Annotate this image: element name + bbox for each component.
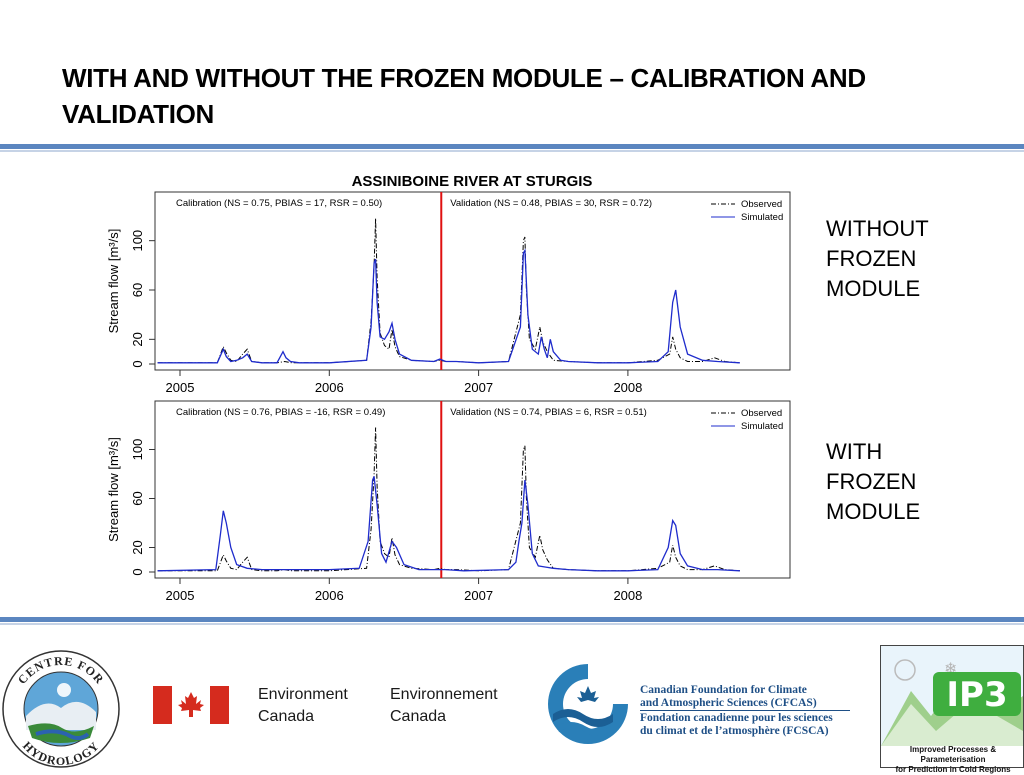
legend-observed-label: Observed xyxy=(741,408,782,419)
validation-stats: Validation (NS = 0.74, PBIAS = 6, RSR = … xyxy=(450,407,647,418)
environment-canada-fr: Environnement Canada xyxy=(390,686,498,725)
cfcas-divider xyxy=(640,710,850,711)
x-tick-label: 2005 xyxy=(166,588,195,603)
x-tick-label: 2008 xyxy=(613,588,642,603)
ip3-caption: Improved Processes & Parameterisation fo… xyxy=(895,745,1011,774)
canada-flag-icon xyxy=(153,686,229,724)
x-tick-label: 2008 xyxy=(613,380,642,395)
y-axis-label: Stream flow [m³/s] xyxy=(106,437,121,542)
header-divider xyxy=(0,144,1024,149)
x-tick-label: 2006 xyxy=(315,588,344,603)
label-with-frozen-module: WITH FROZEN MODULE xyxy=(826,439,921,524)
series-line-observed xyxy=(157,218,740,364)
calibration-stats: Calibration (NS = 0.76, PBIAS = -16, RSR… xyxy=(176,407,385,418)
y-axis-label: Stream flow [m³/s] xyxy=(106,229,121,334)
ip3-logo: ❄ IP3 xyxy=(880,645,1024,768)
streamflow-figure: ASSINIBOINE RIVER AT STURGIS 0 20 60 100 Str… xyxy=(106,173,791,603)
environment-canada-en: Environment Canada xyxy=(258,686,348,725)
legend-observed-label: Observed xyxy=(741,199,782,210)
chart-panel-without-frozen: 0 20 60 100 Stream flow [m³/s] 2005 2006 2007 20… xyxy=(106,191,791,395)
x-tick-label: 2007 xyxy=(464,380,493,395)
ip3-logo-graphic: ❄ IP3 xyxy=(881,646,1023,746)
y-tick-label: 100 xyxy=(130,230,145,252)
header-divider-light xyxy=(0,150,1024,152)
calibration-stats: Calibration (NS = 0.75, PBIAS = 17, RSR … xyxy=(176,198,382,209)
y-tick-label: 60 xyxy=(130,283,145,297)
series-line-observed xyxy=(157,427,740,572)
y-tick-label: 0 xyxy=(130,360,145,367)
chart-panel-with-frozen: 0 20 60 100 Stream flow [m³/s] 2005 2006 2007 20… xyxy=(106,400,791,603)
x-tick-label: 2006 xyxy=(315,380,344,395)
legend-simulated-label: Simulated xyxy=(741,212,783,223)
cfcas-name-fr: Fondation canadienne pour les sciences d… xyxy=(640,712,833,737)
footer-divider xyxy=(0,617,1024,622)
y-tick-label: 0 xyxy=(130,568,145,575)
ip3-mark: IP3 xyxy=(946,675,1007,715)
series-line-simulated xyxy=(157,476,740,572)
cfcas-emblem-icon xyxy=(548,664,628,744)
x-tick-label: 2007 xyxy=(464,588,493,603)
validation-stats: Validation (NS = 0.48, PBIAS = 30, RSR =… xyxy=(450,198,652,209)
centre-for-hydrology-logo: CENTRE FOR HYDROLOGY xyxy=(2,650,120,768)
y-tick-label: 60 xyxy=(130,491,145,505)
footer-divider-light xyxy=(0,623,1024,625)
plot-frame xyxy=(154,400,791,579)
plot-frame xyxy=(154,191,791,371)
y-tick-label: 100 xyxy=(130,439,145,461)
series-line-simulated xyxy=(157,248,740,364)
chart-title: ASSINIBOINE RIVER AT STURGIS xyxy=(352,173,593,190)
slide-title: WITH AND WITHOUT THE FROZEN MODULE – CAL… xyxy=(62,63,866,129)
y-tick-label: 20 xyxy=(130,332,145,346)
legend-simulated-label: Simulated xyxy=(741,421,783,432)
x-tick-label: 2005 xyxy=(166,380,195,395)
label-without-frozen-module: WITHOUT FROZEN MODULE xyxy=(826,216,929,301)
y-tick-label: 20 xyxy=(130,540,145,554)
cfcas-name-en: Canadian Foundation for Climate and Atmo… xyxy=(640,684,817,709)
